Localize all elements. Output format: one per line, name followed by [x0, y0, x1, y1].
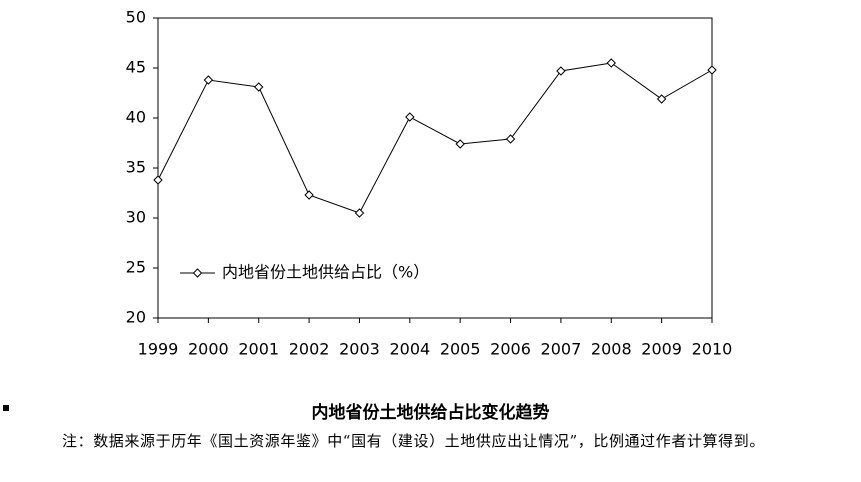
bullet — [3, 405, 9, 411]
legend-label: 内地省份土地供给占比（%） — [222, 263, 429, 282]
marker — [203, 75, 214, 85]
x-tick-label: 2007 — [541, 340, 582, 359]
y-tick-label: 50 — [126, 8, 146, 27]
x-tick-label: 2006 — [490, 340, 531, 359]
x-tick-label: 2003 — [339, 340, 380, 359]
series-line — [157, 62, 713, 214]
y-tick-label: 35 — [126, 158, 146, 177]
x-tick-label: 2010 — [692, 340, 733, 359]
marker — [354, 208, 365, 218]
x-tick-label: 2009 — [641, 340, 682, 359]
marker — [153, 175, 163, 185]
chart: 20 25 30 35 40 45 50 1999 2000 2001 2002 2003 2004 20… — [126, 8, 733, 359]
marker — [254, 82, 264, 92]
marker — [556, 66, 566, 76]
marker — [405, 112, 415, 122]
marker — [505, 134, 516, 144]
marker — [656, 94, 667, 104]
x-tick-label: 2000 — [188, 340, 229, 359]
marker — [304, 190, 314, 200]
marker — [707, 65, 717, 75]
x-tick-label: 2005 — [440, 340, 481, 359]
y-tick-label: 25 — [126, 258, 146, 277]
y-tick-label: 45 — [126, 58, 146, 77]
x-tick-label: 2001 — [238, 340, 279, 359]
x-tick-label: 2008 — [591, 340, 632, 359]
x-tick-label: 2004 — [389, 340, 430, 359]
marker — [606, 58, 616, 68]
marker — [192, 268, 203, 278]
marker — [455, 139, 465, 149]
y-tick-label: 20 — [126, 308, 146, 327]
x-tick-label: 2002 — [289, 340, 330, 359]
y-tick-label: 30 — [126, 208, 146, 227]
x-tick-label: 1999 — [138, 340, 179, 359]
caption: 内地省份土地供给占比变化趋势 — [311, 403, 550, 423]
y-tick-label: 40 — [126, 108, 146, 127]
note: 注：数据来源于历年《国土资源年鉴》中“国有（建设）土地供应出让情况”，比例通过作… — [62, 432, 765, 450]
